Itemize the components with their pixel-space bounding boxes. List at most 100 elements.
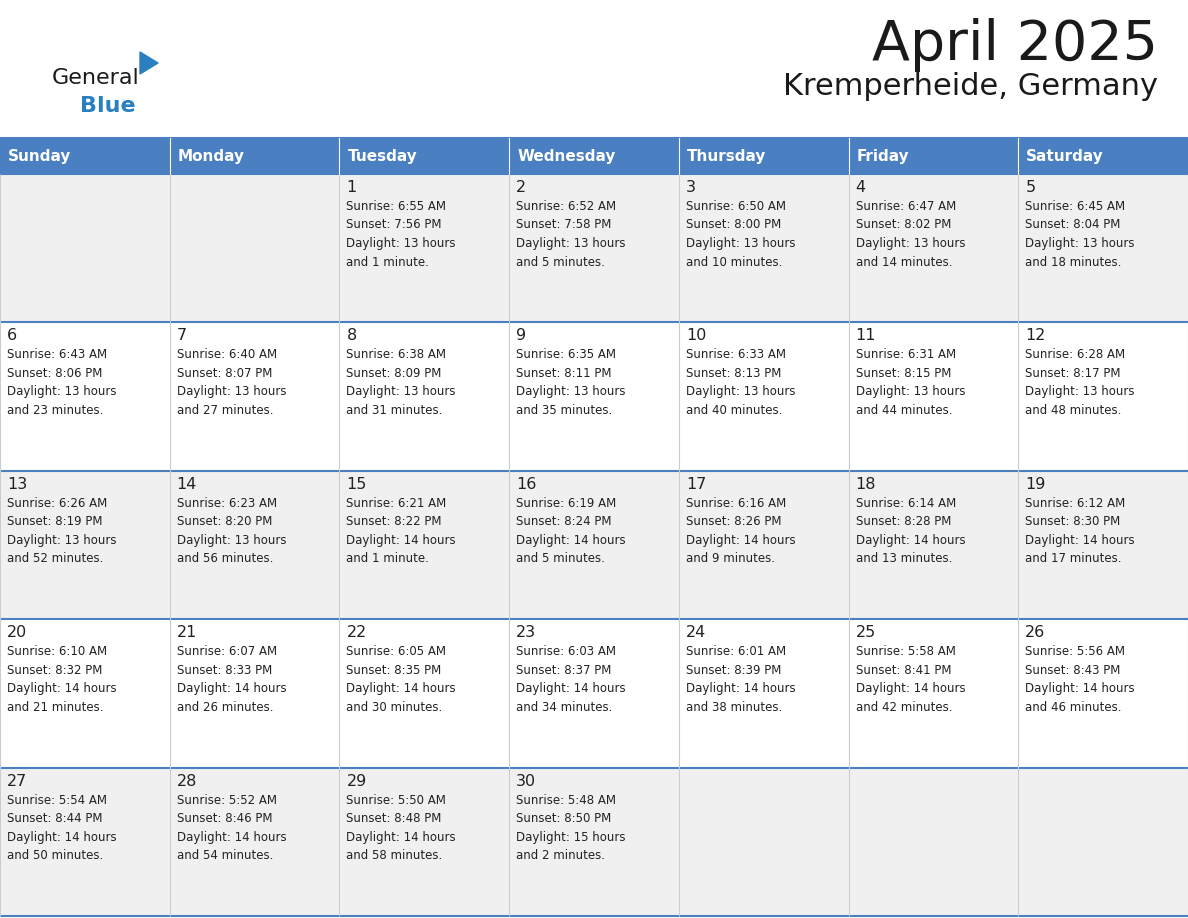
Text: Sunrise: 6:40 AM
Sunset: 8:07 PM
Daylight: 13 hours
and 27 minutes.: Sunrise: 6:40 AM Sunset: 8:07 PM Dayligh…: [177, 349, 286, 417]
Text: Sunrise: 6:26 AM
Sunset: 8:19 PM
Daylight: 13 hours
and 52 minutes.: Sunrise: 6:26 AM Sunset: 8:19 PM Dayligh…: [7, 497, 116, 565]
Text: 11: 11: [855, 329, 876, 343]
Bar: [510, 620, 678, 767]
Text: Sunday: Sunday: [8, 149, 71, 163]
Text: Friday: Friday: [857, 149, 909, 163]
Bar: [848, 322, 1018, 471]
Bar: [510, 322, 678, 471]
Text: Sunrise: 5:58 AM
Sunset: 8:41 PM
Daylight: 14 hours
and 42 minutes.: Sunrise: 5:58 AM Sunset: 8:41 PM Dayligh…: [855, 645, 965, 713]
Text: Kremperheide, Germany: Kremperheide, Germany: [783, 72, 1158, 101]
Bar: [1018, 471, 1188, 620]
Bar: [1018, 174, 1188, 322]
Text: Sunrise: 6:03 AM
Sunset: 8:37 PM
Daylight: 14 hours
and 34 minutes.: Sunrise: 6:03 AM Sunset: 8:37 PM Dayligh…: [516, 645, 626, 713]
Text: Wednesday: Wednesday: [517, 149, 615, 163]
Bar: [170, 471, 340, 620]
Bar: [340, 767, 510, 916]
Text: 12: 12: [1025, 329, 1045, 343]
Bar: [510, 767, 678, 916]
Bar: [0, 174, 170, 322]
Bar: [510, 138, 678, 174]
Text: 25: 25: [855, 625, 876, 640]
Bar: [170, 767, 340, 916]
Text: Sunrise: 6:35 AM
Sunset: 8:11 PM
Daylight: 13 hours
and 35 minutes.: Sunrise: 6:35 AM Sunset: 8:11 PM Dayligh…: [516, 349, 626, 417]
Polygon shape: [140, 52, 158, 74]
Text: Sunrise: 6:19 AM
Sunset: 8:24 PM
Daylight: 14 hours
and 5 minutes.: Sunrise: 6:19 AM Sunset: 8:24 PM Dayligh…: [516, 497, 626, 565]
Text: Sunrise: 6:14 AM
Sunset: 8:28 PM
Daylight: 14 hours
and 13 minutes.: Sunrise: 6:14 AM Sunset: 8:28 PM Dayligh…: [855, 497, 965, 565]
Bar: [0, 471, 170, 620]
Bar: [0, 767, 170, 916]
Bar: [170, 322, 340, 471]
Text: Sunrise: 6:43 AM
Sunset: 8:06 PM
Daylight: 13 hours
and 23 minutes.: Sunrise: 6:43 AM Sunset: 8:06 PM Dayligh…: [7, 349, 116, 417]
Text: Sunrise: 5:48 AM
Sunset: 8:50 PM
Daylight: 15 hours
and 2 minutes.: Sunrise: 5:48 AM Sunset: 8:50 PM Dayligh…: [516, 793, 626, 862]
Text: Sunrise: 6:52 AM
Sunset: 7:58 PM
Daylight: 13 hours
and 5 minutes.: Sunrise: 6:52 AM Sunset: 7:58 PM Dayligh…: [516, 200, 626, 268]
Text: April 2025: April 2025: [872, 18, 1158, 72]
Text: Sunrise: 6:07 AM
Sunset: 8:33 PM
Daylight: 14 hours
and 26 minutes.: Sunrise: 6:07 AM Sunset: 8:33 PM Dayligh…: [177, 645, 286, 713]
Text: 24: 24: [685, 625, 706, 640]
Text: Sunrise: 6:50 AM
Sunset: 8:00 PM
Daylight: 13 hours
and 10 minutes.: Sunrise: 6:50 AM Sunset: 8:00 PM Dayligh…: [685, 200, 795, 268]
Bar: [848, 138, 1018, 174]
Text: 3: 3: [685, 180, 696, 195]
Bar: [678, 471, 848, 620]
Text: 18: 18: [855, 476, 876, 492]
Text: 20: 20: [7, 625, 27, 640]
Bar: [678, 322, 848, 471]
Bar: [1018, 620, 1188, 767]
Bar: [848, 471, 1018, 620]
Text: 9: 9: [516, 329, 526, 343]
Text: Sunrise: 5:50 AM
Sunset: 8:48 PM
Daylight: 14 hours
and 58 minutes.: Sunrise: 5:50 AM Sunset: 8:48 PM Dayligh…: [347, 793, 456, 862]
Text: General: General: [52, 68, 140, 88]
Bar: [848, 174, 1018, 322]
Text: Sunrise: 6:47 AM
Sunset: 8:02 PM
Daylight: 13 hours
and 14 minutes.: Sunrise: 6:47 AM Sunset: 8:02 PM Dayligh…: [855, 200, 965, 268]
Text: Sunrise: 6:55 AM
Sunset: 7:56 PM
Daylight: 13 hours
and 1 minute.: Sunrise: 6:55 AM Sunset: 7:56 PM Dayligh…: [347, 200, 456, 268]
Text: 17: 17: [685, 476, 706, 492]
Text: 4: 4: [855, 180, 866, 195]
Text: Sunrise: 6:05 AM
Sunset: 8:35 PM
Daylight: 14 hours
and 30 minutes.: Sunrise: 6:05 AM Sunset: 8:35 PM Dayligh…: [347, 645, 456, 713]
Text: Monday: Monday: [178, 149, 245, 163]
Text: 21: 21: [177, 625, 197, 640]
Text: 1: 1: [347, 180, 356, 195]
Text: 19: 19: [1025, 476, 1045, 492]
Text: 29: 29: [347, 774, 367, 789]
Bar: [1018, 767, 1188, 916]
Text: 8: 8: [347, 329, 356, 343]
Bar: [1018, 138, 1188, 174]
Text: Sunrise: 6:45 AM
Sunset: 8:04 PM
Daylight: 13 hours
and 18 minutes.: Sunrise: 6:45 AM Sunset: 8:04 PM Dayligh…: [1025, 200, 1135, 268]
Text: 30: 30: [516, 774, 536, 789]
Bar: [340, 471, 510, 620]
Text: 15: 15: [347, 476, 367, 492]
Text: Sunrise: 6:10 AM
Sunset: 8:32 PM
Daylight: 14 hours
and 21 minutes.: Sunrise: 6:10 AM Sunset: 8:32 PM Dayligh…: [7, 645, 116, 713]
Bar: [848, 620, 1018, 767]
Text: Sunrise: 5:54 AM
Sunset: 8:44 PM
Daylight: 14 hours
and 50 minutes.: Sunrise: 5:54 AM Sunset: 8:44 PM Dayligh…: [7, 793, 116, 862]
Text: Sunrise: 5:52 AM
Sunset: 8:46 PM
Daylight: 14 hours
and 54 minutes.: Sunrise: 5:52 AM Sunset: 8:46 PM Dayligh…: [177, 793, 286, 862]
Text: Sunrise: 5:56 AM
Sunset: 8:43 PM
Daylight: 14 hours
and 46 minutes.: Sunrise: 5:56 AM Sunset: 8:43 PM Dayligh…: [1025, 645, 1135, 713]
Text: 22: 22: [347, 625, 367, 640]
Bar: [340, 174, 510, 322]
Text: Thursday: Thursday: [687, 149, 766, 163]
Text: 28: 28: [177, 774, 197, 789]
Text: 10: 10: [685, 329, 706, 343]
Text: Sunrise: 6:33 AM
Sunset: 8:13 PM
Daylight: 13 hours
and 40 minutes.: Sunrise: 6:33 AM Sunset: 8:13 PM Dayligh…: [685, 349, 795, 417]
Text: 26: 26: [1025, 625, 1045, 640]
Bar: [170, 174, 340, 322]
Text: Blue: Blue: [80, 96, 135, 116]
Text: Sunrise: 6:12 AM
Sunset: 8:30 PM
Daylight: 14 hours
and 17 minutes.: Sunrise: 6:12 AM Sunset: 8:30 PM Dayligh…: [1025, 497, 1135, 565]
Text: 13: 13: [7, 476, 27, 492]
Bar: [510, 471, 678, 620]
Bar: [340, 322, 510, 471]
Text: 2: 2: [516, 180, 526, 195]
Text: Sunrise: 6:21 AM
Sunset: 8:22 PM
Daylight: 14 hours
and 1 minute.: Sunrise: 6:21 AM Sunset: 8:22 PM Dayligh…: [347, 497, 456, 565]
Bar: [510, 174, 678, 322]
Text: 7: 7: [177, 329, 187, 343]
Bar: [0, 620, 170, 767]
Text: Sunrise: 6:28 AM
Sunset: 8:17 PM
Daylight: 13 hours
and 48 minutes.: Sunrise: 6:28 AM Sunset: 8:17 PM Dayligh…: [1025, 349, 1135, 417]
Bar: [0, 322, 170, 471]
Text: Sunrise: 6:23 AM
Sunset: 8:20 PM
Daylight: 13 hours
and 56 minutes.: Sunrise: 6:23 AM Sunset: 8:20 PM Dayligh…: [177, 497, 286, 565]
Bar: [678, 174, 848, 322]
Bar: [678, 138, 848, 174]
Text: Saturday: Saturday: [1026, 149, 1104, 163]
Bar: [678, 767, 848, 916]
Text: 6: 6: [7, 329, 17, 343]
Bar: [340, 138, 510, 174]
Bar: [1018, 322, 1188, 471]
Text: Tuesday: Tuesday: [347, 149, 417, 163]
Text: 27: 27: [7, 774, 27, 789]
